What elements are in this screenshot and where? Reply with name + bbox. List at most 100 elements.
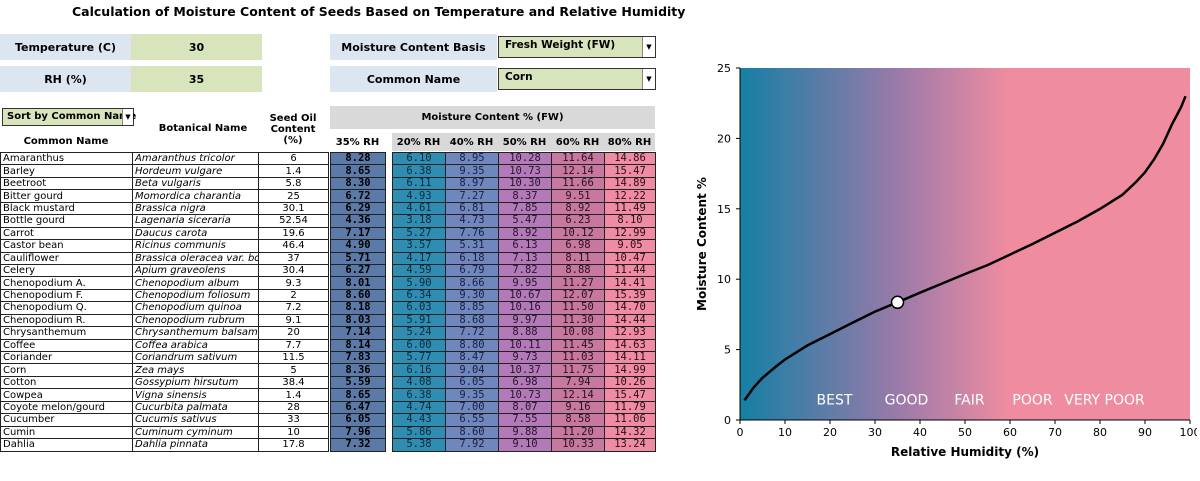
zone-label: GOOD bbox=[885, 393, 929, 409]
botanical-name-cell: Chrysanthemum balsamita bbox=[132, 326, 259, 340]
moisture-row: 8.30 6.11 8.97 10.30 11.66 14.89 bbox=[330, 176, 656, 191]
header-rh-40: 40% RH bbox=[445, 133, 498, 151]
common-name-cell: Amaranthus bbox=[0, 151, 133, 166]
seed-oil-cell: 9.1 bbox=[258, 313, 329, 328]
rh-value-cell: 6.79 bbox=[445, 263, 499, 278]
rh-value-cell: 10.30 bbox=[498, 176, 552, 191]
rh-value-cell: 8.92 bbox=[498, 226, 552, 241]
column-gap bbox=[386, 364, 393, 376]
moisture-row: 8.01 5.90 8.66 9.95 11.27 14.41 bbox=[330, 276, 656, 290]
rh-value-cell: 4.93 bbox=[392, 189, 446, 203]
botanical-name-cell: Ricinus communis bbox=[132, 239, 259, 253]
column-gap bbox=[386, 215, 393, 227]
moisture-row: 6.72 4.93 7.27 8.37 9.51 12.22 bbox=[330, 189, 656, 203]
current-rh-cell: 8.28 bbox=[330, 151, 386, 166]
seed-table: Amaranthus Amaranthus tricolor 6 Barley Hord… bbox=[0, 151, 329, 452]
chevron-down-icon[interactable]: ▼ bbox=[642, 37, 655, 57]
rh-value-cell: 14.32 bbox=[604, 425, 656, 440]
seed-oil-cell: 10 bbox=[258, 425, 329, 440]
rh-value-cell: 8.10 bbox=[604, 214, 656, 228]
rh-value-cell: 10.11 bbox=[498, 338, 552, 353]
moisture-row: 5.71 4.17 6.18 7.13 8.11 10.47 bbox=[330, 251, 656, 265]
table-row: Chenopodium R. Chenopodium rubrum 9.1 bbox=[0, 313, 329, 328]
rh-value-cell: 9.04 bbox=[445, 363, 499, 377]
common-name-cell: Coffee bbox=[0, 338, 133, 353]
column-gap bbox=[386, 190, 393, 202]
moisture-row: 7.14 5.24 7.72 8.88 10.08 12.93 bbox=[330, 326, 656, 340]
rh-label: RH (%) bbox=[0, 66, 131, 92]
rh-value-cell: 7.76 bbox=[445, 226, 499, 241]
table-row: Cowpea Vigna sinensis 1.4 bbox=[0, 388, 329, 402]
moisture-row: 7.17 5.27 7.76 8.92 10.12 12.99 bbox=[330, 226, 656, 241]
botanical-name-cell: Chenopodium quinoa bbox=[132, 301, 259, 315]
rh-value-cell: 9.05 bbox=[604, 239, 656, 253]
rh-value-cell: 11.06 bbox=[604, 413, 656, 427]
botanical-name-cell: Daucus carota bbox=[132, 226, 259, 241]
moisture-row: 8.18 6.03 8.85 10.16 11.50 14.70 bbox=[330, 301, 656, 315]
common-name-dropdown[interactable]: Corn ▼ bbox=[498, 68, 656, 90]
rh-value-cell: 12.99 bbox=[604, 226, 656, 241]
column-gap bbox=[386, 401, 393, 413]
seed-oil-cell: 5 bbox=[258, 363, 329, 377]
table-row: Beetroot Beta vulgaris 5.8 bbox=[0, 176, 329, 191]
table-row: Coffee Coffea arabica 7.7 bbox=[0, 338, 329, 353]
moisture-row: 8.36 6.16 9.04 10.37 11.75 14.99 bbox=[330, 363, 656, 377]
column-gap bbox=[386, 389, 393, 401]
table-row: Castor bean Ricinus communis 46.4 bbox=[0, 239, 329, 253]
zone-label: POOR bbox=[1012, 393, 1052, 409]
moisture-row: 7.83 5.77 8.47 9.73 11.03 14.11 bbox=[330, 350, 656, 365]
rh-value-cell: 14.63 bbox=[604, 338, 656, 353]
rh-value-cell: 10.08 bbox=[551, 326, 605, 340]
current-rh-cell: 6.72 bbox=[330, 189, 386, 203]
common-name-cell: Castor bean bbox=[0, 239, 133, 253]
rh-value-cell: 7.85 bbox=[498, 201, 552, 216]
rh-value-cell: 8.60 bbox=[445, 425, 499, 440]
table-row: Cumin Cuminum cyminum 10 bbox=[0, 425, 329, 440]
rh-value-cell: 5.77 bbox=[392, 350, 446, 365]
x-tick-label: 100 bbox=[1180, 426, 1198, 439]
moisture-row: 6.47 4.74 7.00 8.07 9.16 11.79 bbox=[330, 400, 656, 415]
common-name-cell: Black mustard bbox=[0, 201, 133, 216]
header-rh-60: 60% RH bbox=[551, 133, 604, 151]
table-row: Amaranthus Amaranthus tricolor 6 bbox=[0, 151, 329, 166]
sort-dropdown[interactable]: Sort by Common Name ▼ bbox=[2, 108, 136, 126]
current-rh-cell: 6.27 bbox=[330, 263, 386, 278]
basis-dropdown[interactable]: Fresh Weight (FW) ▼ bbox=[498, 36, 656, 58]
rh-input[interactable]: 35 bbox=[131, 66, 262, 92]
column-gap bbox=[386, 289, 393, 301]
temperature-input[interactable]: 30 bbox=[131, 34, 262, 60]
current-rh-cell: 8.65 bbox=[330, 164, 386, 178]
moisture-row: 8.60 6.34 9.30 10.67 12.07 15.39 bbox=[330, 288, 656, 303]
chevron-down-icon[interactable]: ▼ bbox=[642, 69, 655, 89]
rh-value-cell: 11.64 bbox=[551, 151, 605, 166]
current-rh-cell: 5.59 bbox=[330, 375, 386, 390]
column-gap bbox=[386, 264, 393, 276]
botanical-name-cell: Cuminum cyminum bbox=[132, 425, 259, 440]
botanical-name-cell: Dahlia pinnata bbox=[132, 438, 259, 452]
rh-value-cell: 11.75 bbox=[551, 363, 605, 377]
rh-value-cell: 4.59 bbox=[392, 263, 446, 278]
rh-value-cell: 8.85 bbox=[445, 301, 499, 315]
common-name-cell: Bitter gourd bbox=[0, 189, 133, 203]
rh-value-cell: 10.12 bbox=[551, 226, 605, 241]
chevron-down-icon[interactable]: ▼ bbox=[122, 109, 133, 125]
rh-value-cell: 8.37 bbox=[498, 189, 552, 203]
botanical-name-cell: Hordeum vulgare bbox=[132, 164, 259, 178]
botanical-name-cell: Coriandrum sativum bbox=[132, 350, 259, 365]
seed-oil-cell: 1.4 bbox=[258, 388, 329, 402]
rh-value-cell: 12.14 bbox=[551, 164, 605, 178]
column-gap bbox=[386, 277, 393, 289]
moisture-row: 6.27 4.59 6.79 7.82 8.88 11.44 bbox=[330, 263, 656, 278]
rh-value-cell: 9.73 bbox=[498, 350, 552, 365]
rh-value-cell: 8.58 bbox=[551, 413, 605, 427]
x-tick-label: 50 bbox=[958, 426, 972, 439]
rh-value-cell: 5.27 bbox=[392, 226, 446, 241]
common-name-cell: Beetroot bbox=[0, 176, 133, 191]
zone-label: VERY POOR bbox=[1064, 393, 1145, 409]
current-rh-cell: 8.65 bbox=[330, 388, 386, 402]
column-gap bbox=[386, 414, 393, 426]
moisture-table: 8.28 6.10 8.95 10.28 11.64 14.86 8.65 6.38 9.35 1… bbox=[330, 151, 656, 452]
rh-value-cell: 8.80 bbox=[445, 338, 499, 353]
rh-value-cell: 11.45 bbox=[551, 338, 605, 353]
column-gap bbox=[386, 202, 393, 214]
